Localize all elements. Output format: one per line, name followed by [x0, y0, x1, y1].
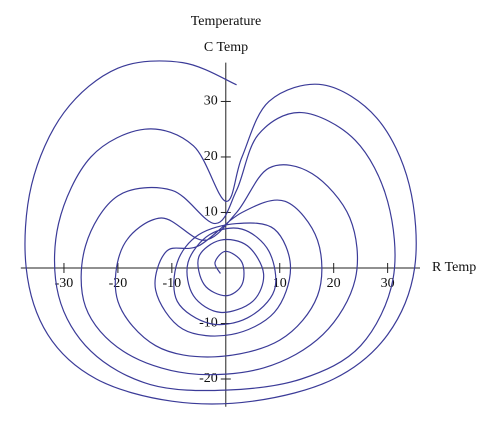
y-axis-label: C Temp [204, 40, 248, 55]
y-tick-label: -20 [199, 371, 218, 386]
chart-title: Temperature [191, 14, 262, 29]
x-tick-label: -10 [163, 276, 182, 291]
y-tick-label: 20 [204, 149, 218, 164]
x-tick-label: -30 [55, 276, 74, 291]
y-tick-label: 30 [204, 94, 218, 109]
data-line [24, 60, 417, 405]
x-tick-label: 20 [327, 276, 341, 291]
x-axis-label: R Temp [432, 260, 476, 275]
y-tick-label: 10 [204, 205, 218, 220]
x-tick-label: -20 [109, 276, 128, 291]
